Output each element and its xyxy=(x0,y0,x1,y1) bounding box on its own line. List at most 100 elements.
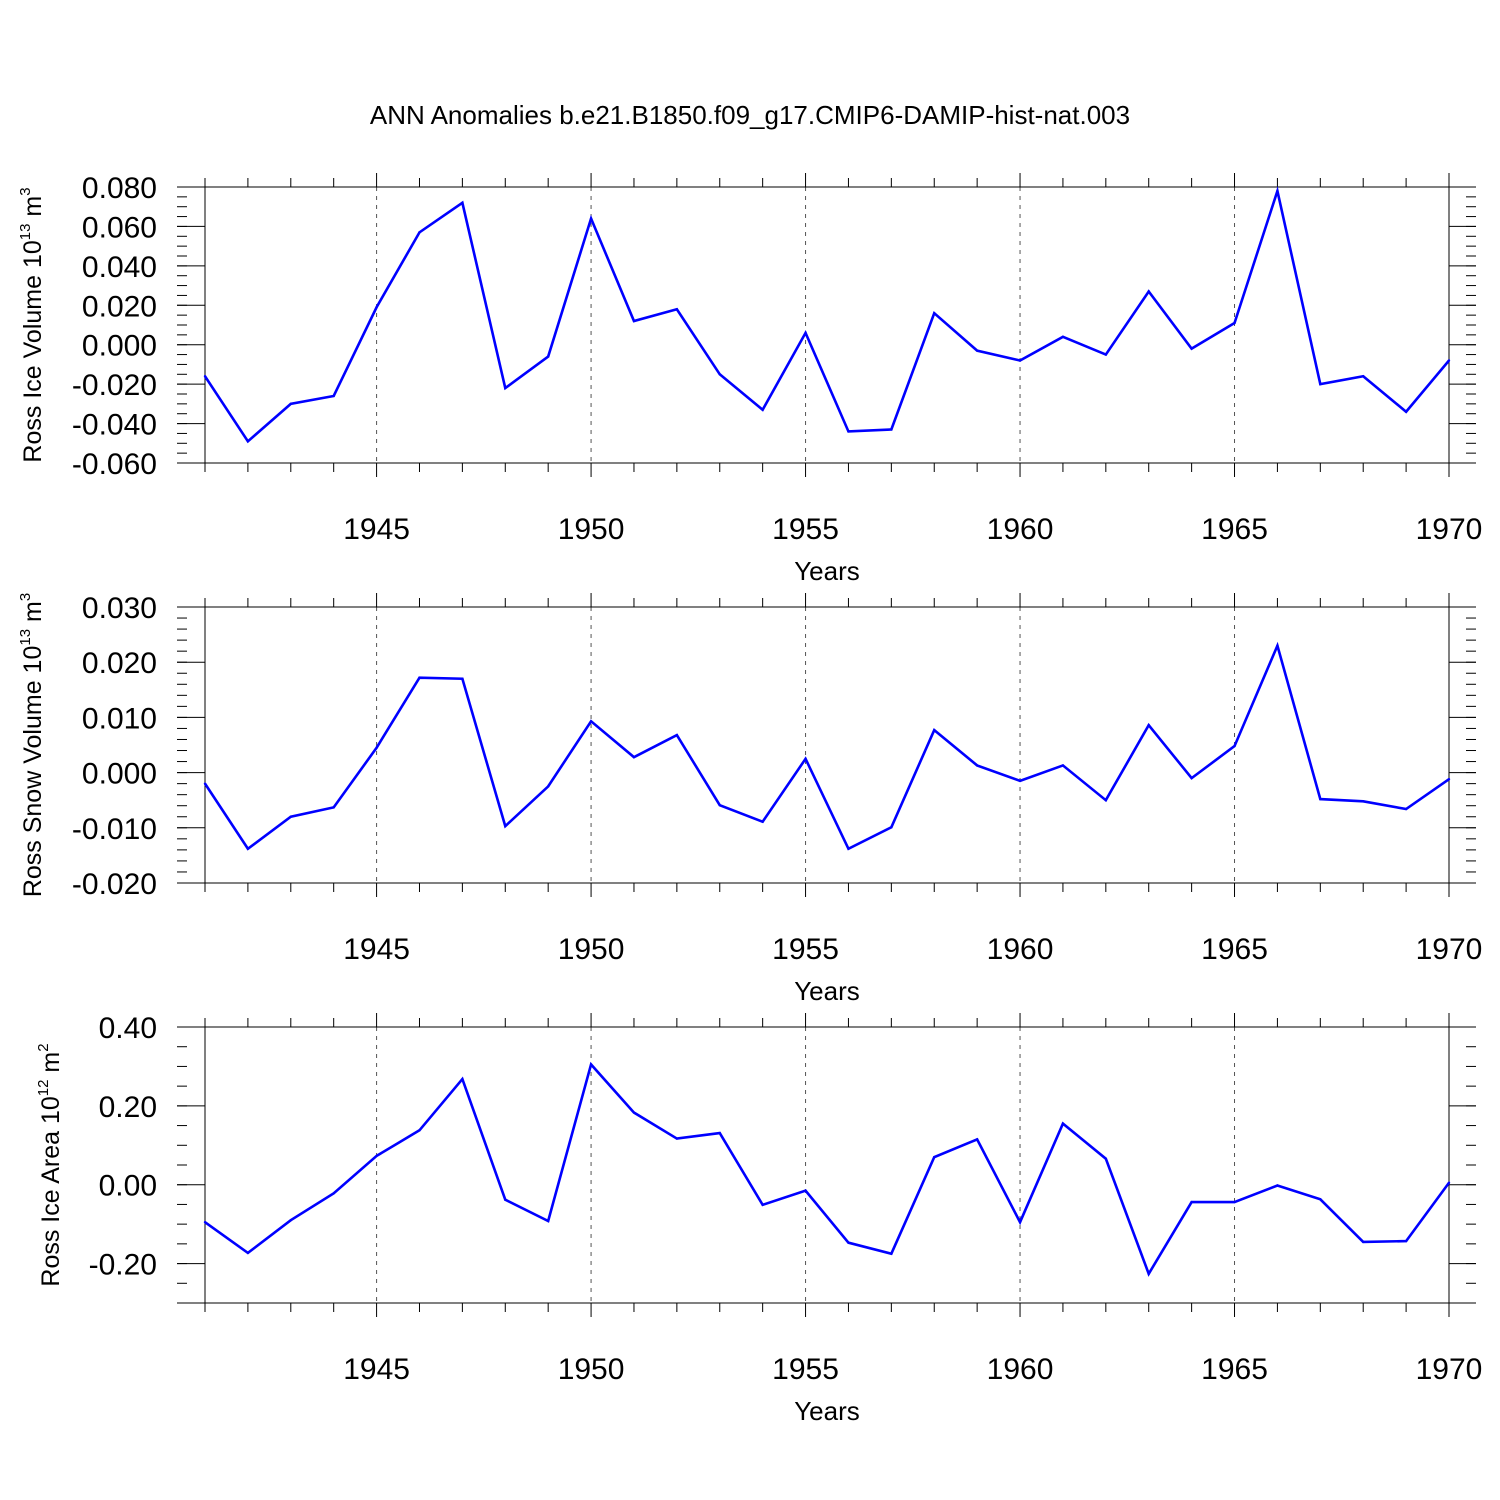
x-tick-label: 1970 xyxy=(1416,1353,1483,1386)
x-axis-label: Years xyxy=(794,556,860,586)
series-line xyxy=(203,186,1450,444)
data-point xyxy=(589,720,593,723)
data-point xyxy=(675,1137,679,1140)
data-point xyxy=(1104,1157,1108,1160)
data-point xyxy=(1190,776,1193,780)
data-point xyxy=(1233,744,1236,748)
data-point xyxy=(975,764,979,767)
y-tick-label: 0.000 xyxy=(82,330,157,363)
data-point xyxy=(1276,189,1279,193)
x-tick-label: 1970 xyxy=(1416,933,1483,966)
data-point xyxy=(1447,778,1451,781)
data-point xyxy=(1104,353,1108,356)
data-point xyxy=(589,217,593,220)
data-point xyxy=(1147,723,1150,727)
x-tick-label: 1960 xyxy=(987,1353,1054,1386)
data-point xyxy=(1404,1239,1408,1243)
data-point xyxy=(203,782,207,785)
data-point xyxy=(675,308,679,311)
data-point xyxy=(975,349,979,352)
y-tick-label: 0.030 xyxy=(82,592,157,625)
data-point xyxy=(546,355,550,358)
x-tick-label: 1945 xyxy=(343,513,410,546)
data-point xyxy=(1362,1240,1365,1244)
data-point xyxy=(246,440,250,443)
data-point xyxy=(1233,321,1236,325)
data-point xyxy=(675,733,679,737)
y-tick-label: 0.010 xyxy=(82,702,157,735)
x-tick-label: 1970 xyxy=(1416,513,1483,546)
y-tick-label: 0.060 xyxy=(82,211,157,244)
data-point xyxy=(804,757,807,760)
data-point xyxy=(1319,797,1322,801)
data-point xyxy=(804,1189,807,1192)
data-point xyxy=(933,1155,936,1159)
data-point xyxy=(890,428,893,431)
data-point xyxy=(1061,764,1065,767)
data-point xyxy=(1276,644,1279,647)
data-point xyxy=(1404,807,1408,811)
data-point xyxy=(933,311,936,315)
data-point xyxy=(933,728,936,732)
y-tick-label: -0.020 xyxy=(72,868,157,901)
x-tick-label: 1965 xyxy=(1201,513,1268,546)
y-tick-label: 0.000 xyxy=(82,758,157,791)
y-tick-label: 0.20 xyxy=(99,1091,157,1124)
data-point xyxy=(1276,1184,1279,1187)
data-point xyxy=(890,826,893,829)
x-tick-label: 1945 xyxy=(343,933,410,966)
data-point xyxy=(1319,382,1322,386)
data-point xyxy=(289,1219,292,1222)
data-point xyxy=(804,331,807,335)
data-point xyxy=(375,1154,378,1158)
data-point xyxy=(1233,1200,1236,1204)
data-point xyxy=(461,677,464,680)
data-point xyxy=(761,408,764,411)
y-tick-label: -0.010 xyxy=(72,813,157,846)
y-tick-label: -0.20 xyxy=(89,1249,157,1282)
y-tick-label: -0.020 xyxy=(72,369,157,402)
data-point xyxy=(375,306,378,309)
x-axis-label: Years xyxy=(794,976,860,1006)
y-tick-label: -0.040 xyxy=(72,409,157,442)
data-point xyxy=(847,430,850,433)
y-axis-label: Ross Ice Area 1012 m2 xyxy=(35,1043,65,1286)
panel-ice-area: Ross Ice Area 1012 m2 Years -0.20 0.00 0.2… xyxy=(35,1012,1482,1426)
panel-ice-volume: Ross Ice Volume 1013 m3 Years -0.060 -0.0… xyxy=(17,172,1482,586)
data-point xyxy=(461,201,464,204)
data-point xyxy=(461,1077,464,1081)
data-point xyxy=(418,1129,421,1132)
x-tick-label: 1955 xyxy=(772,1353,839,1386)
data-point xyxy=(546,785,550,788)
data-point xyxy=(847,847,850,850)
data-point xyxy=(1147,1272,1150,1276)
data-point xyxy=(1147,290,1150,293)
y-tick-label: -0.060 xyxy=(72,448,157,481)
y-tick-label: 0.080 xyxy=(82,172,157,205)
y-tick-label: 0.00 xyxy=(99,1170,157,1203)
x-tick-label: 1955 xyxy=(772,513,839,546)
data-point xyxy=(632,755,636,759)
data-point xyxy=(761,820,764,823)
data-point xyxy=(504,824,507,828)
data-point xyxy=(203,1220,207,1224)
data-point xyxy=(761,1203,764,1207)
data-point xyxy=(1061,1122,1065,1125)
x-tick-label: 1945 xyxy=(343,1353,410,1386)
data-point xyxy=(718,1131,721,1135)
data-point xyxy=(1447,359,1451,362)
data-point xyxy=(632,1111,636,1114)
y-tick-label: 0.020 xyxy=(82,290,157,323)
data-point xyxy=(418,231,421,234)
data-point xyxy=(375,746,378,749)
data-point xyxy=(718,803,721,807)
data-point xyxy=(332,1192,335,1195)
x-tick-label: 1950 xyxy=(558,1353,625,1386)
data-point xyxy=(718,373,721,376)
data-point xyxy=(246,847,250,850)
data-point xyxy=(890,1252,893,1255)
data-point xyxy=(1018,1220,1022,1224)
data-point xyxy=(504,386,507,390)
x-tick-label: 1950 xyxy=(558,933,625,966)
